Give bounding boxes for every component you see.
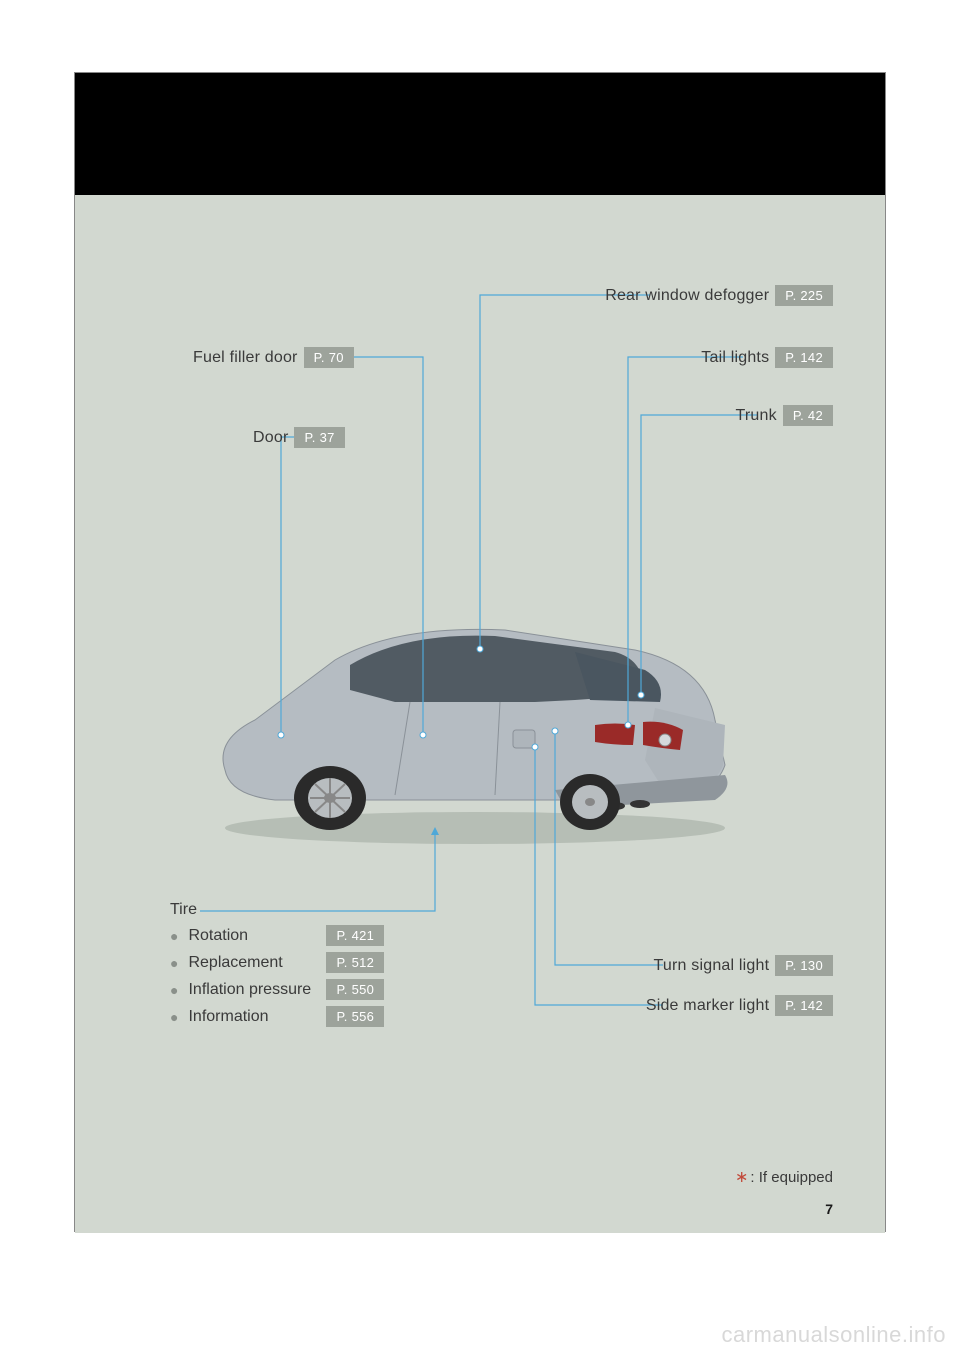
- callout-turn-signal: Turn signal light P. 130: [654, 955, 833, 976]
- callout-fuel-door: Fuel filler door P. 70: [193, 347, 354, 368]
- label-fuel-door: Fuel filler door: [193, 349, 298, 367]
- footnote-text: : If equipped: [750, 1169, 833, 1186]
- tire-chip-inflation: P. 550: [326, 979, 384, 1000]
- tire-chip-replacement: P. 512: [326, 952, 384, 973]
- callout-rear-defogger: Rear window defogger P. 225: [605, 285, 833, 306]
- page-chip-tail-lights: P. 142: [775, 347, 833, 368]
- callout-door: Door P. 37: [253, 427, 345, 448]
- label-turn-signal: Turn signal light: [654, 957, 770, 975]
- tire-row-rotation: ● Rotation P. 421: [170, 925, 384, 946]
- tire-chip-rotation: P. 421: [326, 925, 384, 946]
- tire-row-inflation: ● Inflation pressure P. 550: [170, 979, 384, 1000]
- label-rear-defogger: Rear window defogger: [605, 287, 769, 305]
- page-number: 7: [825, 1201, 833, 1217]
- callout-trunk: Trunk P. 42: [736, 405, 834, 426]
- bullet-icon: ●: [170, 982, 178, 998]
- callout-tail-lights: Tail lights P. 142: [701, 347, 833, 368]
- label-door: Door: [253, 429, 288, 447]
- bullet-icon: ●: [170, 955, 178, 971]
- bullet-icon: ●: [170, 928, 178, 944]
- tire-block: Tire ● Rotation P. 421 ● Replacement P. …: [170, 901, 384, 1033]
- page-frame: Rear window defogger P. 225 Fuel filler …: [74, 72, 886, 1232]
- label-tail-lights: Tail lights: [701, 349, 769, 367]
- tire-label-replacement: Replacement: [188, 954, 318, 972]
- callout-side-marker: Side marker light P. 142: [646, 995, 833, 1016]
- asterisk-icon: ∗: [735, 1169, 748, 1186]
- tire-label-inflation: Inflation pressure: [188, 981, 318, 999]
- header-band: [75, 73, 885, 195]
- page-chip-trunk: P. 42: [783, 405, 833, 426]
- tire-title: Tire: [170, 901, 384, 919]
- tire-row-information: ● Information P. 556: [170, 1006, 384, 1027]
- tire-label-information: Information: [188, 1008, 318, 1026]
- bullet-icon: ●: [170, 1009, 178, 1025]
- label-trunk: Trunk: [736, 407, 777, 425]
- tire-label-rotation: Rotation: [188, 927, 318, 945]
- watermark: carmanualsonline.info: [721, 1322, 946, 1348]
- page-chip-turn-signal: P. 130: [775, 955, 833, 976]
- footnote: ∗: If equipped: [735, 1167, 833, 1187]
- label-side-marker: Side marker light: [646, 997, 769, 1015]
- tire-chip-information: P. 556: [326, 1006, 384, 1027]
- page-chip-rear-defogger: P. 225: [775, 285, 833, 306]
- content-area: Rear window defogger P. 225 Fuel filler …: [75, 195, 885, 1233]
- page-chip-fuel-door: P. 70: [304, 347, 354, 368]
- page-chip-side-marker: P. 142: [775, 995, 833, 1016]
- page-chip-door: P. 37: [294, 427, 344, 448]
- car-illustration: [195, 590, 755, 850]
- tire-row-replacement: ● Replacement P. 512: [170, 952, 384, 973]
